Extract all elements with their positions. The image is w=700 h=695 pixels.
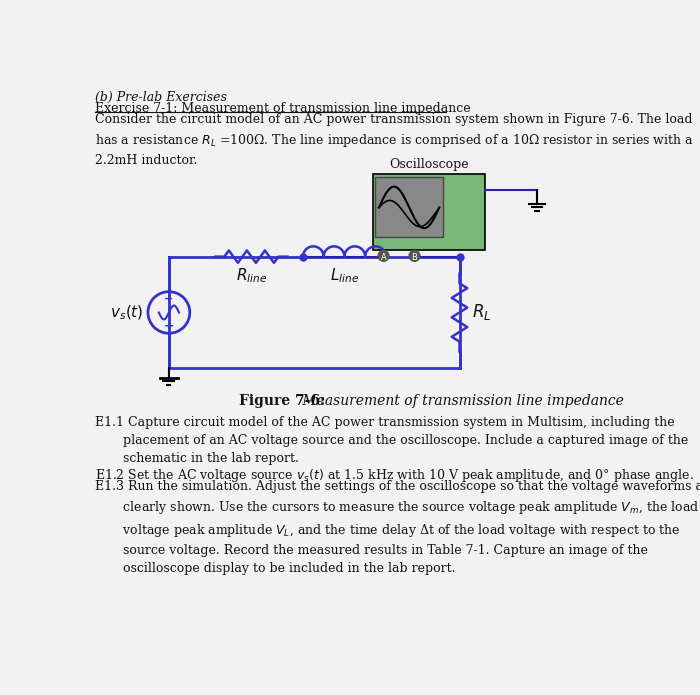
Text: E1.2 Set the AC voltage source $v_s(t)$ at 1.5 kHz with 10 V peak amplitude, and: E1.2 Set the AC voltage source $v_s(t)$ … [95,467,694,484]
Text: (b) Pre-lab Exercises: (b) Pre-lab Exercises [95,91,227,104]
Text: $R_L$: $R_L$ [472,302,491,322]
Text: A: A [381,253,386,262]
Text: E1.1 Capture circuit model of the AC power transmission system in Multisim, incl: E1.1 Capture circuit model of the AC pow… [95,416,689,465]
Text: Consider the circuit model of an AC power transmission system shown in Figure 7-: Consider the circuit model of an AC powe… [95,113,694,167]
Text: Oscilloscope: Oscilloscope [389,158,469,171]
Text: +: + [164,293,174,304]
Circle shape [409,250,420,261]
Text: −: − [164,320,174,333]
Text: Exercise 7-1: Measurement of transmission line impedance: Exercise 7-1: Measurement of transmissio… [95,102,471,115]
Text: Measurement of transmission line impedance: Measurement of transmission line impedan… [298,393,624,408]
Bar [375,177,443,238]
Bar [372,174,485,250]
Text: $R_{line}$: $R_{line}$ [236,267,267,286]
Text: E1.3 Run the simulation. Adjust the settings of the oscilloscope so that the vol: E1.3 Run the simulation. Adjust the sett… [95,480,700,575]
Circle shape [378,250,389,261]
Text: Ext Trig: Ext Trig [449,183,480,193]
Text: $v_s(t)$: $v_s(t)$ [110,303,144,322]
Text: B: B [412,253,417,262]
Text: Figure 7-6:: Figure 7-6: [239,393,325,408]
Text: $L_{line}$: $L_{line}$ [330,267,359,286]
